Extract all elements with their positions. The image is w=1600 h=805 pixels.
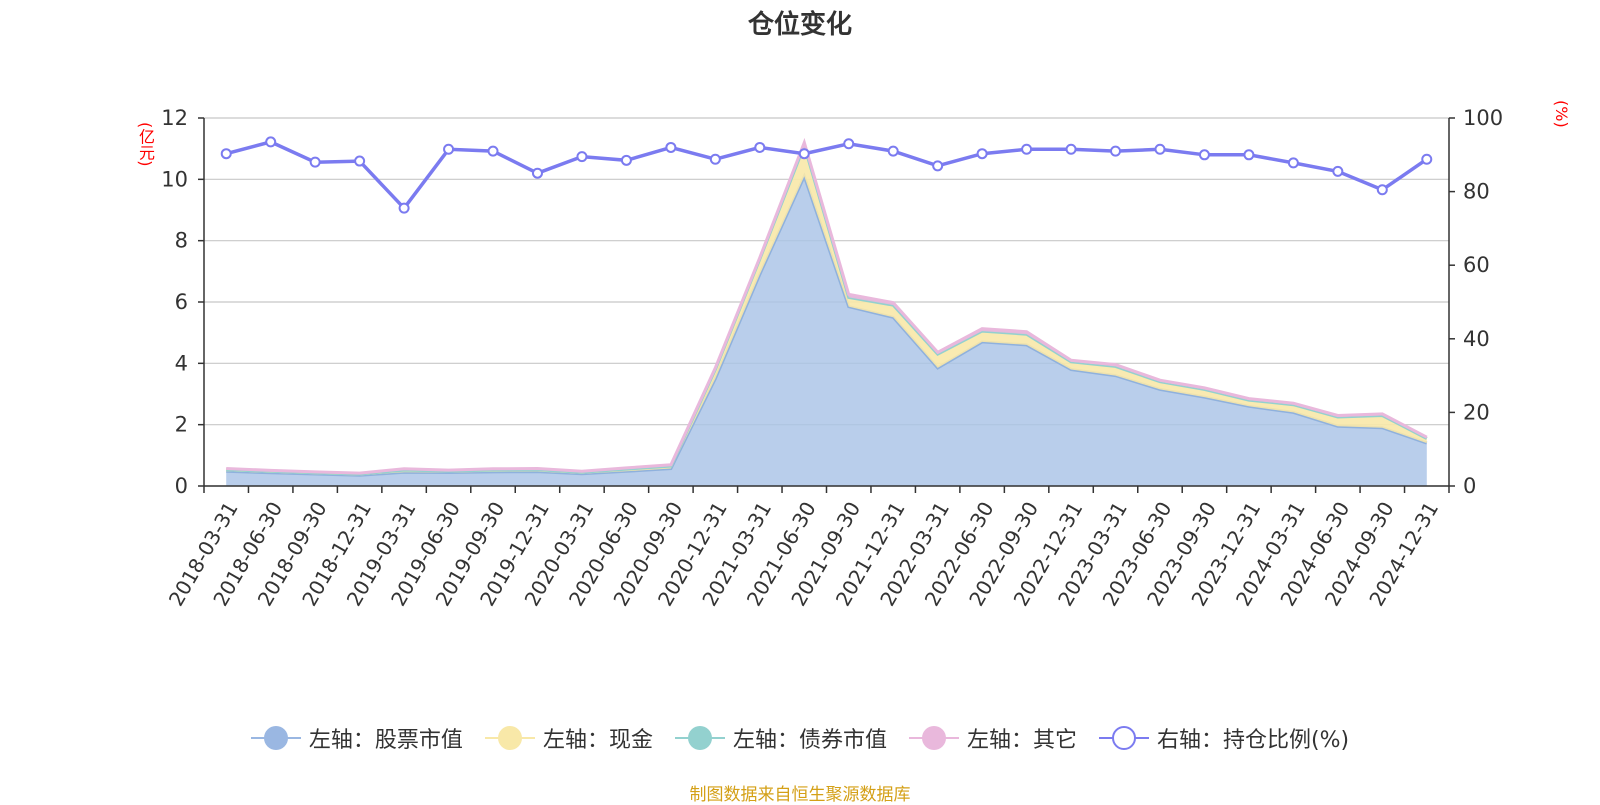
ratio-point (1243, 149, 1255, 161)
right-axis-label: (%) (1552, 100, 1571, 128)
left-tick-label: 12 (161, 106, 188, 130)
ratio-point (665, 141, 677, 153)
left-tick-label: 2 (175, 413, 188, 437)
ratio-point (265, 136, 277, 148)
left-tick-label: 10 (161, 167, 188, 191)
ratio-point (1421, 153, 1433, 165)
left-axis-label: (亿元) (136, 122, 155, 167)
ratio-point (976, 148, 988, 160)
right-tick-label: 20 (1463, 400, 1490, 424)
ratio-point (1287, 157, 1299, 169)
ratio-point (531, 167, 543, 179)
ratio-point (798, 148, 810, 160)
legend-stock-icon (250, 724, 301, 752)
legend-cash-icon (484, 724, 535, 752)
ratio-point (443, 143, 455, 155)
left-tick-label: 6 (175, 290, 188, 314)
chart-title: 仓位变化 (747, 10, 852, 40)
legend-label: 右轴：持仓比例(%) (1156, 728, 1350, 753)
ratio-point (709, 153, 721, 165)
ratio-point (354, 155, 366, 167)
legend-label: 左轴：其它 (966, 728, 1077, 753)
legend-label: 左轴：债券市值 (732, 728, 887, 753)
left-tick-label: 0 (175, 474, 188, 498)
legend-item-ratio[interactable]: 右轴：持仓比例(%) (1098, 722, 1350, 754)
ratio-point (1110, 145, 1122, 157)
ratio-point (220, 148, 232, 160)
ratio-line (225, 140, 1428, 211)
legend-item-other[interactable]: 左轴：其它 (908, 722, 1077, 754)
data-source-note: 制图数据来自恒生聚源数据库 (689, 785, 911, 805)
ratio-point (887, 145, 899, 157)
ratio-point (1332, 165, 1344, 177)
ratio-point (1376, 184, 1388, 196)
ratio-point (1198, 149, 1210, 161)
area-line-series-3 (226, 137, 1428, 475)
right-tick-label: 100 (1463, 106, 1503, 130)
ratio-point (487, 145, 499, 157)
left-tick-label: 4 (175, 351, 188, 375)
legend-item-bond[interactable]: 左轴：债券市值 (674, 722, 887, 754)
chart-legend: 左轴：股票市值 左轴：现金 左轴：债券市值 左轴：其它 右轴：持仓比例(%) (0, 722, 1600, 754)
ratio-point (1021, 143, 1033, 155)
ratio-point (398, 202, 410, 214)
legend-item-cash[interactable]: 左轴：现金 (484, 722, 653, 754)
ratio-point (754, 141, 766, 153)
ratio-point (309, 156, 321, 168)
legend-label: 左轴：股票市值 (308, 728, 463, 753)
legend-other-icon (908, 724, 959, 752)
right-tick-label: 0 (1463, 474, 1476, 498)
legend-ratio-icon (1098, 724, 1149, 752)
right-tick-label: 40 (1463, 327, 1490, 351)
ratio-point (1154, 143, 1166, 155)
ratio-point (620, 154, 632, 166)
legend-bond-icon (674, 724, 725, 752)
legend-label: 左轴：现金 (542, 728, 653, 753)
legend-item-stock[interactable]: 左轴：股票市值 (250, 722, 463, 754)
ratio-point (843, 138, 855, 150)
ratio-point (576, 151, 588, 163)
left-tick-label: 8 (175, 229, 188, 253)
ratio-point (932, 160, 944, 172)
right-tick-label: 60 (1463, 253, 1490, 277)
right-tick-label: 80 (1463, 180, 1490, 204)
area-series-0 (226, 176, 1427, 487)
position-change-chart: 0246810120204060801002018-03-312018-06-3… (161, 106, 1503, 610)
ratio-point (1065, 143, 1077, 155)
